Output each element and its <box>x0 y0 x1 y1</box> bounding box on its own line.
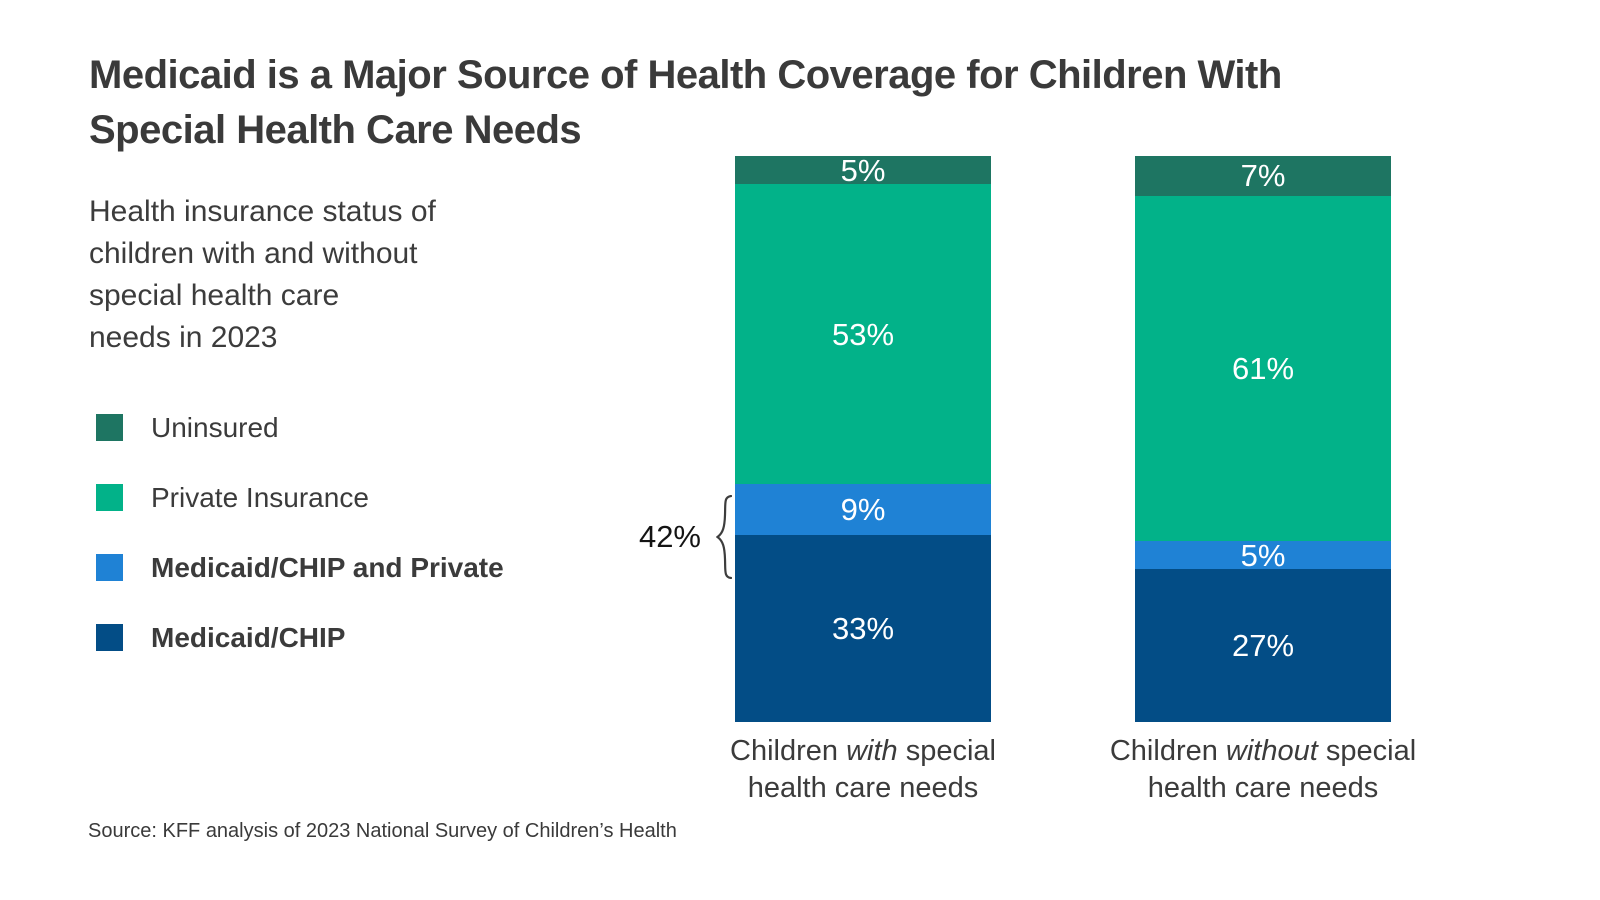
x-label-text: Children <box>730 735 847 767</box>
legend-swatch-uninsured <box>96 414 123 441</box>
combined-medicaid-share-annotation: 42% <box>638 519 701 554</box>
segment-value-label: 9% <box>840 492 886 528</box>
x-axis-label-with-special-needs: Children with special health care needs <box>683 733 1043 807</box>
legend-label-uninsured: Uninsured <box>151 411 279 443</box>
segment-value-label: 61% <box>1231 350 1295 386</box>
bar-segment-uninsured: 5% <box>735 152 991 188</box>
bar-segment-medicaid-chip: 33% <box>735 535 991 722</box>
legend-swatch-medicaid-chip <box>96 624 123 651</box>
legend-label-medicaid-chip: Medicaid/CHIP <box>151 621 346 653</box>
x-label-italic-text: without <box>1225 735 1318 767</box>
bar-segment-medicaid-chip-and-private: 5% <box>1135 537 1391 573</box>
x-label-italic-text: with <box>846 735 898 767</box>
bar-segment-private-insurance: 61% <box>1135 195 1391 541</box>
chart-title: Medicaid is a Major Source of Health Cov… <box>89 53 1282 152</box>
segment-value-label: 7% <box>1240 158 1286 194</box>
segment-value-label: 5% <box>840 152 886 188</box>
x-label-text: special <box>897 735 996 767</box>
x-label-text: Children <box>1109 735 1226 767</box>
curly-brace-icon <box>716 495 732 579</box>
stacked-bar-children-with-special-needs: 5% 53% 9% 33% <box>735 152 991 722</box>
legend-item-private-insurance: Private Insurance <box>96 481 504 513</box>
segment-value-label: 5% <box>1240 537 1286 573</box>
legend-label-medicaid-chip-and-private: Medicaid/CHIP and Private <box>151 551 504 583</box>
legend-swatch-private-insurance <box>96 484 123 511</box>
chart-subtitle: Health insurance status of children with… <box>89 195 436 354</box>
legend: Uninsured Private Insurance Medicaid/CHI… <box>96 411 504 694</box>
segment-value-label: 27% <box>1231 628 1295 664</box>
legend-label-private-insurance: Private Insurance <box>151 481 369 513</box>
legend-item-medicaid-chip: Medicaid/CHIP <box>96 621 504 653</box>
legend-item-medicaid-chip-and-private: Medicaid/CHIP and Private <box>96 551 504 583</box>
source-note: Source: KFF analysis of 2023 National Su… <box>88 820 677 842</box>
bar-segment-private-insurance: 53% <box>735 184 991 485</box>
stacked-bar-children-without-special-needs: 7% 61% 5% 27% <box>1135 156 1391 722</box>
segment-value-label: 33% <box>831 611 895 647</box>
x-label-text: health care needs <box>1147 772 1379 804</box>
legend-item-uninsured: Uninsured <box>96 411 504 443</box>
x-axis-label-without-special-needs: Children without special health care nee… <box>1083 733 1443 807</box>
bar-segment-uninsured: 7% <box>1135 156 1391 196</box>
bar-segment-medicaid-chip: 27% <box>1135 569 1391 722</box>
legend-swatch-medicaid-chip-and-private <box>96 554 123 581</box>
x-label-text: health care needs <box>747 772 979 804</box>
segment-value-label: 53% <box>831 316 895 352</box>
bar-segment-medicaid-chip-and-private: 9% <box>735 484 991 536</box>
x-label-text: special <box>1317 735 1417 767</box>
